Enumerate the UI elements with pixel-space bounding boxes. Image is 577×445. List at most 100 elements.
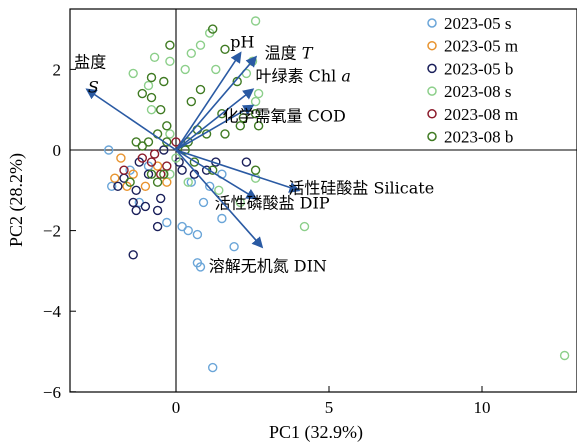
data-point bbox=[229, 241, 239, 252]
data-point bbox=[162, 161, 172, 171]
data-point bbox=[165, 56, 175, 66]
data-point bbox=[165, 169, 175, 179]
data-point bbox=[241, 157, 252, 167]
legend-label: 2023-05 s bbox=[444, 14, 512, 33]
data-point bbox=[128, 250, 138, 260]
data-point bbox=[128, 197, 138, 208]
plot-frame bbox=[69, 8, 577, 393]
loading-arrow bbox=[175, 51, 242, 151]
data-point bbox=[165, 40, 175, 50]
data-point bbox=[128, 169, 138, 179]
data-point bbox=[125, 177, 135, 187]
data-point bbox=[177, 165, 187, 175]
data-point bbox=[159, 169, 169, 179]
data-point bbox=[559, 350, 570, 361]
data-point bbox=[155, 104, 166, 115]
loading-sublabel: T bbox=[297, 43, 314, 62]
legend-marker bbox=[427, 86, 437, 96]
loading-label: 盐度 bbox=[74, 53, 106, 72]
x-tick-label: 5 bbox=[325, 398, 334, 417]
legend-item: 2023-08 s bbox=[427, 82, 512, 101]
data-point bbox=[232, 76, 242, 87]
data-point bbox=[146, 92, 157, 103]
loading-label: 活性磷酸盐 DIP bbox=[215, 193, 330, 212]
data-point bbox=[207, 362, 218, 373]
data-point bbox=[113, 181, 123, 192]
data-point bbox=[192, 258, 203, 268]
data-point bbox=[152, 221, 163, 232]
legend-label: 2023-08 s bbox=[444, 82, 512, 101]
axis-ticks: 0 5 10 −6 −4 −2 0 2 bbox=[43, 60, 491, 417]
data-point bbox=[204, 181, 215, 192]
legend-label: 2023-08 m bbox=[444, 105, 518, 124]
legend: 2023-05 s 2023-05 m 2023-05 b 2023-08 s 2023… bbox=[427, 14, 518, 147]
legend-marker bbox=[427, 131, 437, 142]
data-point bbox=[186, 48, 197, 58]
data-point bbox=[207, 24, 218, 34]
loading-arrow bbox=[175, 149, 258, 200]
data-point bbox=[171, 137, 181, 147]
legend-label: 2023-05 m bbox=[444, 37, 518, 56]
data-point bbox=[106, 181, 117, 192]
data-point bbox=[183, 177, 193, 187]
data-point bbox=[217, 108, 227, 119]
data-point bbox=[162, 121, 172, 131]
loading-label: 溶解无机氮 DIN bbox=[209, 257, 327, 276]
data-point bbox=[171, 153, 181, 163]
loading-arrow bbox=[175, 55, 258, 151]
data-point bbox=[143, 169, 154, 179]
data-point bbox=[250, 16, 261, 26]
loading-arrow bbox=[175, 149, 301, 193]
y-tick-label: −4 bbox=[43, 302, 62, 321]
loading-label: 温度 T bbox=[265, 43, 314, 62]
data-point bbox=[162, 217, 172, 228]
data-point bbox=[140, 181, 151, 192]
data-point bbox=[220, 44, 230, 54]
data-point bbox=[211, 64, 221, 75]
legend-item: 2023-05 m bbox=[427, 37, 518, 56]
data-point bbox=[103, 145, 114, 155]
data-point bbox=[183, 137, 193, 147]
series-2023-08-m bbox=[119, 137, 181, 179]
data-point bbox=[183, 225, 193, 236]
loading-label: pH bbox=[230, 32, 254, 51]
loading-arrow bbox=[175, 149, 264, 249]
x-axis-title: PC1 (32.9%) bbox=[269, 422, 363, 443]
data-point bbox=[140, 201, 151, 212]
data-point bbox=[119, 165, 129, 175]
data-point bbox=[180, 64, 190, 75]
x-tick-label: 10 bbox=[474, 398, 491, 417]
data-point bbox=[149, 149, 160, 159]
data-point bbox=[152, 205, 163, 216]
data-point bbox=[137, 88, 148, 99]
data-point bbox=[186, 177, 197, 187]
data-point bbox=[250, 96, 261, 107]
series-2023-08-s bbox=[128, 16, 570, 361]
data-point bbox=[195, 84, 206, 95]
loading-sublabel: a bbox=[336, 67, 351, 86]
loading-arrow bbox=[175, 104, 255, 151]
legend-label: 2023-08 b bbox=[444, 128, 513, 147]
scatter-points bbox=[103, 16, 570, 373]
data-point bbox=[250, 165, 261, 175]
legend-marker bbox=[427, 40, 437, 51]
x-tick-label: 0 bbox=[172, 398, 181, 417]
data-point bbox=[143, 80, 154, 91]
legend-item: 2023-05 b bbox=[427, 59, 513, 78]
data-point bbox=[189, 157, 200, 167]
data-point bbox=[146, 169, 157, 179]
data-point bbox=[110, 173, 120, 183]
series-2023-05-s bbox=[103, 145, 239, 373]
data-point bbox=[137, 153, 148, 163]
data-point bbox=[195, 40, 206, 50]
legend-item: 2023-05 s bbox=[427, 14, 512, 33]
data-point bbox=[220, 129, 230, 139]
loading-label: 活性硅酸盐 Silicate bbox=[288, 178, 434, 197]
data-point bbox=[131, 185, 141, 196]
data-point bbox=[155, 169, 166, 179]
series-2023-08-b bbox=[125, 24, 264, 187]
legend-item: 2023-08 b bbox=[427, 128, 513, 147]
data-point bbox=[116, 153, 126, 163]
data-point bbox=[186, 96, 197, 107]
